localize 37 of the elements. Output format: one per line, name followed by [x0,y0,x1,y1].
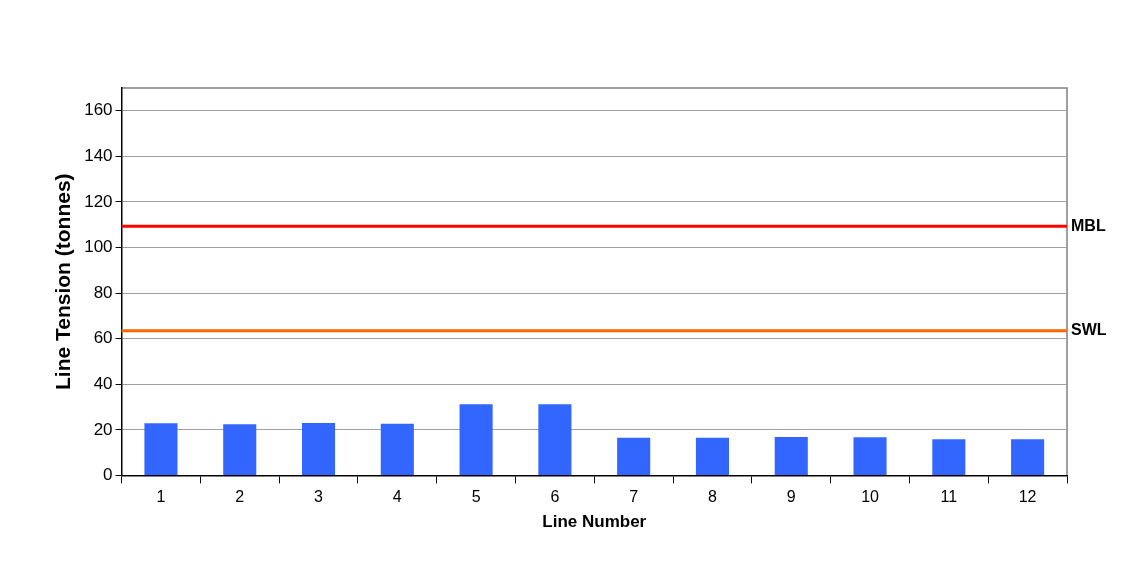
x-axis-title: Line Number [542,512,647,532]
x-tick-label: 10 [861,487,880,505]
y-axis-title: Line Tension (tonnes) [51,173,75,390]
y-tick-label: 0 [103,465,113,485]
bar [301,422,336,475]
bar [853,437,887,475]
bar [538,404,572,475]
bar [695,437,730,475]
bar [774,437,808,475]
bar [144,423,178,475]
x-tick-label: 4 [392,487,402,505]
y-tick-label: 80 [93,282,113,302]
x-tick-label: 11 [940,487,958,505]
x-tick-label: 9 [786,487,796,505]
y-tick-label: 160 [84,100,113,120]
x-tick-label: 5 [471,487,481,505]
bar [617,437,651,475]
y-tick-label: 100 [84,237,113,257]
ref-line-label: MBL [1071,216,1106,234]
x-tick-label: 2 [235,487,245,505]
bar [1011,439,1045,475]
x-tick-label: 8 [708,487,718,505]
x-tick-label: 12 [1018,487,1037,505]
y-tick-label: 60 [93,328,113,348]
x-tick-label: 6 [550,487,560,505]
ref-line-label: SWL [1071,321,1107,339]
y-tick-label: 140 [84,146,113,166]
y-tick-label: 120 [84,191,113,211]
bar [223,424,257,475]
bar [932,439,966,475]
x-tick-label: 3 [314,487,324,505]
x-tick-label: 7 [629,487,639,505]
x-tick-label: 1 [156,487,166,505]
y-tick-label: 40 [93,373,113,393]
y-tick-label: 20 [93,419,113,439]
bar [380,423,414,475]
bar [459,404,493,475]
